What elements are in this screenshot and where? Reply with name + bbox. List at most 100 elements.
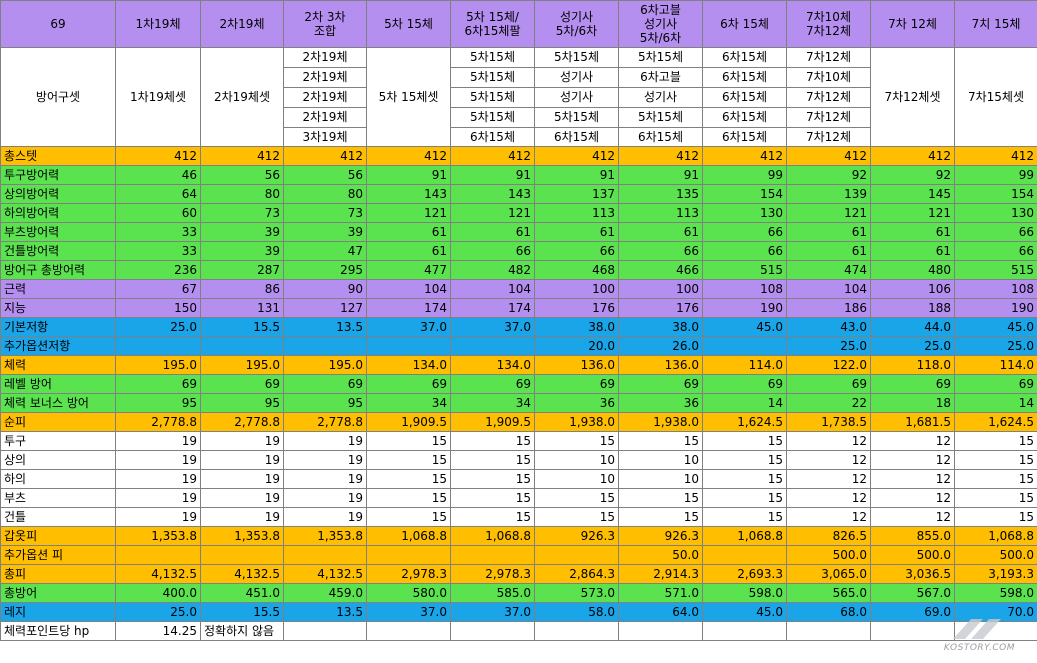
- stat-value: 188: [870, 298, 955, 318]
- stat-value: 143: [450, 184, 535, 204]
- stat-value: 64.0: [618, 602, 703, 622]
- stat-value: 565.0: [786, 583, 871, 603]
- stat-value: 135: [618, 184, 703, 204]
- stat-value: 66: [954, 222, 1037, 242]
- stat-value: 13.5: [283, 602, 367, 622]
- stat-value: 19: [115, 469, 201, 489]
- set-cell-list: 5차15체 5차15체 5차15체 5차15체 6차15체: [450, 47, 535, 147]
- header-row: 69 1차19체 2차19체 2차 3차 조합 5차 15체 5차 15체/6차15체팔 성기…: [0, 0, 1037, 48]
- stat-value: 12: [870, 431, 955, 451]
- set-piece: 5차15체: [535, 49, 618, 68]
- stat-value: 61: [870, 241, 955, 261]
- stat-value: 39: [200, 222, 284, 242]
- stat-value: 2,778.8: [200, 412, 284, 432]
- stat-value: 14: [954, 393, 1037, 413]
- stat-row: 근력 67 86 90 104 104 100 100 108 104 106 108: [0, 279, 1037, 299]
- set-piece: 5차15체: [451, 108, 534, 128]
- stat-row: 총피 4,132.5 4,132.5 4,132.5 2,978.3 2,978.3 2,8…: [0, 564, 1037, 584]
- stat-value: 113: [534, 203, 619, 223]
- column-header: 6차 15체: [702, 0, 787, 48]
- stat-value: 15: [618, 431, 703, 451]
- stat-value: 15: [450, 488, 535, 508]
- stat-value: 1,068.8: [450, 526, 535, 546]
- stat-value: 46: [115, 165, 201, 185]
- set-cell: 7차12체셋: [870, 47, 955, 147]
- stat-value: 15: [450, 431, 535, 451]
- stat-value: 69: [534, 374, 619, 394]
- stat-value: 80: [283, 184, 367, 204]
- stat-value: 412: [366, 146, 451, 166]
- empty-cell: [366, 621, 451, 641]
- stat-value: 1,624.5: [954, 412, 1037, 432]
- stat-value: 15: [954, 469, 1037, 489]
- stat-value: [115, 545, 201, 565]
- stat-value: 22: [786, 393, 871, 413]
- set-piece: 6차15체: [703, 68, 786, 88]
- stat-value: 1,909.5: [450, 412, 535, 432]
- stat-value: 121: [786, 203, 871, 223]
- stat-value: 61: [786, 241, 871, 261]
- footer-note: 정확하지 않음: [200, 621, 284, 641]
- stat-value: 36: [618, 393, 703, 413]
- stat-value: 19: [200, 450, 284, 470]
- stat-value: 15: [954, 488, 1037, 508]
- stat-value: 25.0: [115, 602, 201, 622]
- row-label: 기본저항: [0, 317, 116, 337]
- row-label: 하의: [0, 469, 116, 489]
- stat-value: 92: [786, 165, 871, 185]
- stat-value: 104: [366, 279, 451, 299]
- stat-value: 1,738.5: [786, 412, 871, 432]
- row-label: 총스텟: [0, 146, 116, 166]
- set-cell: 2차19체셋: [200, 47, 284, 147]
- column-header: 1차19체: [115, 0, 201, 48]
- set-piece: 5차15체: [451, 88, 534, 108]
- stat-value: [283, 336, 367, 356]
- stat-value: 15: [450, 450, 535, 470]
- stat-value: 100: [534, 279, 619, 299]
- stat-value: 3,065.0: [786, 564, 871, 584]
- stat-value: 176: [534, 298, 619, 318]
- stat-value: 80: [200, 184, 284, 204]
- set-piece: 2차19체: [284, 49, 366, 68]
- stat-value: 400.0: [115, 583, 201, 603]
- column-header: 6차고블 성기사 5차/6차: [618, 0, 703, 48]
- column-header: 7차 12체: [870, 0, 955, 48]
- stat-value: 26.0: [618, 336, 703, 356]
- stat-value: 826.5: [786, 526, 871, 546]
- stat-value: 13.5: [283, 317, 367, 337]
- stat-value: 412: [786, 146, 871, 166]
- stat-value: 139: [786, 184, 871, 204]
- stat-value: 25.0: [954, 336, 1037, 356]
- stat-value: 56: [200, 165, 284, 185]
- stat-value: 69: [702, 374, 787, 394]
- set-piece: 6차15체: [554, 130, 599, 144]
- footer-row: 체력포인트당 hp 14.25 정확하지 않음: [0, 621, 1037, 641]
- set-piece: 성기사: [535, 88, 618, 108]
- stat-value: 127: [283, 298, 367, 318]
- stat-row: 순피 2,778.8 2,778.8 2,778.8 1,909.5 1,909.5 1,9…: [0, 412, 1037, 432]
- stat-value: 174: [366, 298, 451, 318]
- stat-value: 15.5: [200, 317, 284, 337]
- stat-value: 174: [450, 298, 535, 318]
- stat-value: 466: [618, 260, 703, 280]
- stat-value: 45.0: [702, 602, 787, 622]
- set-piece: 6차15체: [703, 88, 786, 108]
- stat-value: 69: [366, 374, 451, 394]
- stat-value: 515: [702, 260, 787, 280]
- stat-value: 2,914.3: [618, 564, 703, 584]
- stat-value: 37.0: [450, 317, 535, 337]
- stat-value: 2,978.3: [366, 564, 451, 584]
- stat-value: 236: [115, 260, 201, 280]
- stat-value: 69: [786, 374, 871, 394]
- stat-value: 1,938.0: [534, 412, 619, 432]
- stat-value: 61: [618, 222, 703, 242]
- column-header: 2차 3차 조합: [283, 0, 367, 48]
- stat-value: 1,624.5: [702, 412, 787, 432]
- row-label: 지능: [0, 298, 116, 318]
- stat-value: 2,864.3: [534, 564, 619, 584]
- stat-value: 1,068.8: [366, 526, 451, 546]
- stat-value: 15: [954, 450, 1037, 470]
- stat-value: 20.0: [534, 336, 619, 356]
- set-piece: 2차19체: [284, 68, 366, 88]
- kostory-watermark: KOSTORY.COM: [931, 613, 1031, 653]
